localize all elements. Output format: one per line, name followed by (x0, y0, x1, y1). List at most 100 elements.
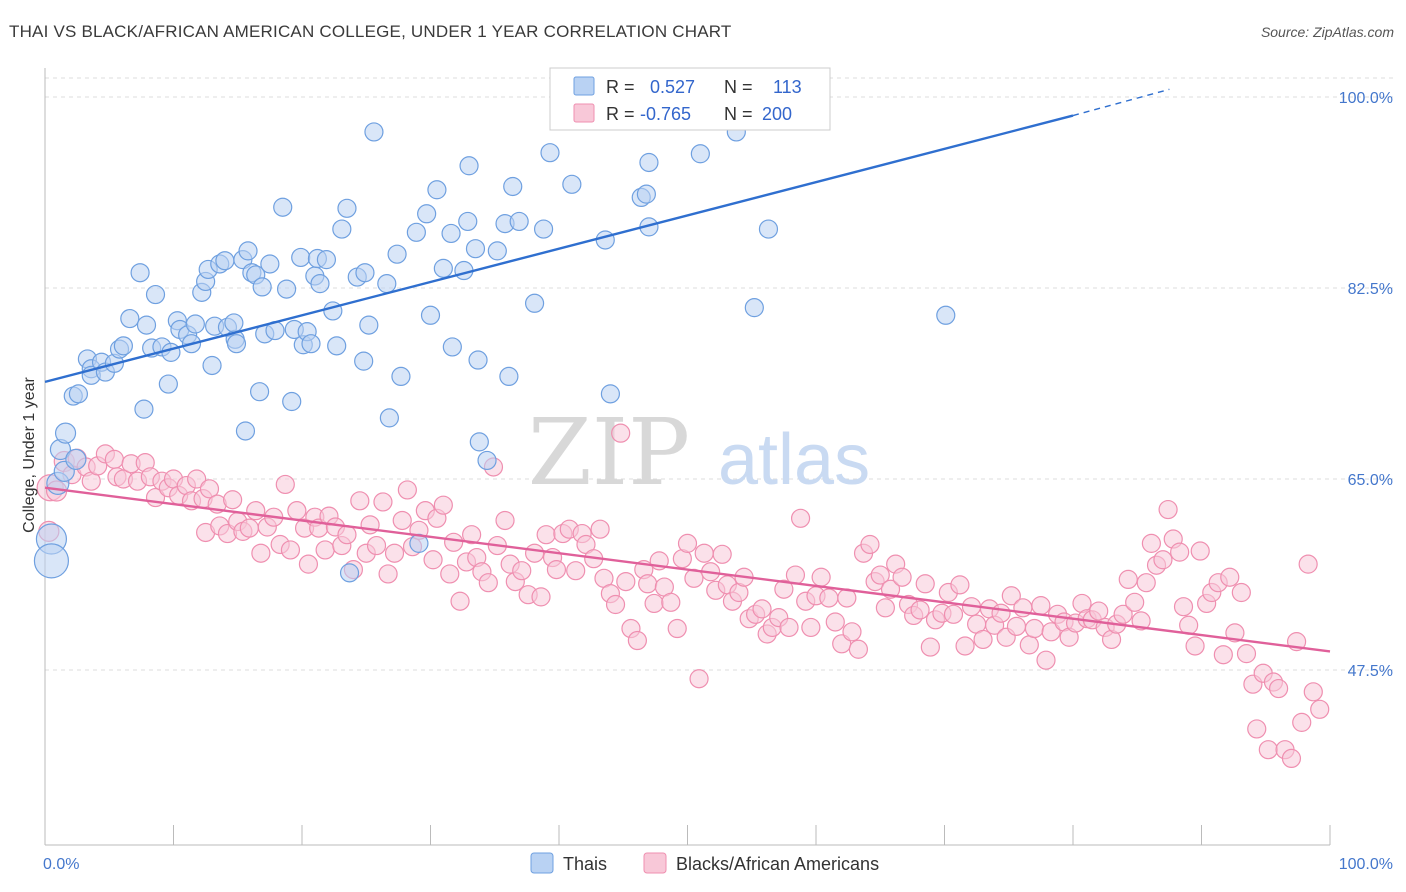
thais-point-25 (161, 342, 181, 362)
blacks-point-212 (1258, 740, 1278, 760)
thais-point-90 (468, 350, 488, 370)
blacks-point-193 (1153, 550, 1173, 570)
thais-point-53 (276, 279, 297, 299)
thais-point-75 (379, 408, 399, 428)
thais-point-83 (433, 258, 453, 278)
blacks-point-153 (920, 637, 940, 657)
legend-r-label-thais: R = (606, 77, 635, 97)
blacks-point-69 (444, 532, 464, 552)
blacks-point-151 (910, 600, 930, 620)
blacks-point-206 (1225, 623, 1245, 643)
thais-point-44 (238, 241, 258, 261)
legend-frame (549, 67, 831, 131)
blacks-point-197 (1173, 597, 1194, 617)
blacks-point-144 (870, 565, 890, 585)
thais-point-1 (33, 543, 70, 579)
thais-point-18 (130, 263, 150, 283)
thais-point-35 (202, 355, 222, 376)
thais-point-98 (524, 293, 545, 313)
blacks-point-57 (373, 492, 393, 512)
blacks-point-107 (661, 592, 681, 612)
thais-point-40 (224, 313, 244, 333)
thais-point-100 (533, 219, 554, 239)
blacks-point-44 (298, 554, 319, 574)
thais-point-103 (600, 384, 621, 404)
y-tick-label-0: 47.5% (1348, 663, 1393, 680)
thais-point-50 (260, 254, 280, 274)
blacks-point-204 (1213, 645, 1233, 665)
thais-point-30 (185, 314, 205, 334)
blacks-point-51 (337, 525, 357, 545)
blacks-point-170 (1019, 635, 1039, 655)
blacks-point-10 (104, 449, 124, 469)
thais-point-72 (359, 315, 379, 335)
blacks-point-188 (1125, 592, 1145, 612)
blacks-point-152 (915, 574, 935, 594)
thais-point-107 (639, 152, 659, 173)
thais-point-97 (509, 211, 529, 232)
blacks-point-167 (1001, 586, 1021, 606)
blacks-point-78 (495, 510, 515, 531)
thais-point-66 (332, 219, 352, 239)
legend-r-value-blacks: -0.765 (640, 104, 691, 124)
series-legend: Thais Blacks/African Americans (530, 852, 879, 874)
blacks-point-187 (1118, 569, 1138, 590)
blacks-point-136 (825, 612, 845, 632)
thais-point-5 (54, 422, 77, 444)
blacks-point-101 (627, 630, 647, 651)
blacks-point-40 (275, 474, 295, 495)
legend-n-label-thais: N = (724, 77, 753, 97)
chart-source: Source: ZipAtlas.com (1260, 24, 1394, 40)
blacks-point-59 (384, 543, 405, 563)
blacks-point-199 (1185, 636, 1205, 656)
bottom-legend-label-thais: Thais (563, 854, 607, 874)
blacks-point-158 (950, 575, 970, 595)
thais-point-48 (252, 277, 272, 297)
thais-point-111 (758, 219, 779, 239)
thais-point-63 (316, 250, 337, 270)
trend-line-blacks (44, 486, 1331, 653)
blacks-point-110 (677, 533, 698, 553)
blacks-point-219 (1298, 554, 1318, 574)
blacks-point-99 (616, 571, 636, 592)
trend-line-thais (44, 114, 1074, 384)
blacks-point-47 (315, 540, 335, 560)
thais-point-88 (459, 156, 479, 176)
thais-point-47 (249, 382, 270, 402)
thais-point-110 (744, 298, 764, 318)
thais-point-22 (145, 284, 166, 305)
bottom-legend-label-blacks: Blacks/African Americans (676, 854, 879, 874)
blacks-point-90 (566, 561, 586, 581)
blacks-point-196 (1170, 542, 1190, 562)
thais-point-8 (68, 384, 89, 404)
thais-point-89 (465, 239, 486, 259)
blacks-point-104 (644, 593, 664, 614)
thais-point-76 (387, 244, 407, 264)
legend-swatch-blacks (573, 103, 595, 123)
thais-point-105 (636, 184, 656, 204)
blacks-point-128 (779, 617, 799, 638)
thais-point-65 (327, 336, 347, 356)
thais-point-92 (477, 450, 497, 471)
blacks-point-127 (774, 579, 794, 599)
blacks-point-65 (423, 550, 443, 570)
blacks-point-84 (531, 587, 551, 607)
thais-point-62 (310, 274, 330, 294)
blacks-point-145 (875, 598, 895, 618)
blacks-point-148 (892, 567, 912, 587)
thais-point-101 (562, 174, 582, 194)
tick-labels: 47.5% 65.0% 82.5% 100.0% 0.0% 100.0% (43, 90, 1393, 873)
thais-point-73 (364, 122, 384, 142)
x-tick-label-0: 0.0% (43, 856, 79, 873)
thais-point-24 (158, 374, 178, 394)
blacks-point-159 (955, 636, 975, 656)
thais-point-6 (65, 448, 87, 470)
thais-point-102 (595, 230, 615, 250)
blacks-point-182 (1089, 601, 1109, 621)
blacks-point-210 (1247, 719, 1267, 739)
blacks-point-165 (991, 603, 1011, 623)
blacks-point-135 (819, 588, 839, 608)
blacks-point-61 (397, 480, 417, 500)
thais-point-96 (503, 176, 523, 197)
